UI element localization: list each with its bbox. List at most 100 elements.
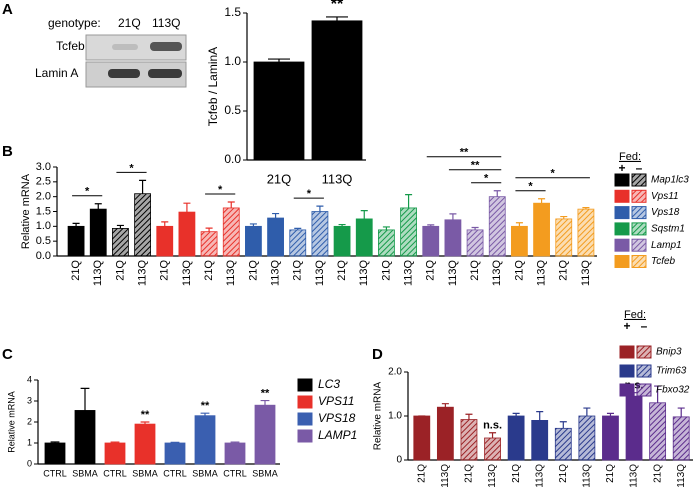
bar [89, 208, 107, 257]
panel: 0 1 2 3 4 Relative mRNA CTRL SBMA CTRL SBMA CTRL SB… [6, 374, 357, 478]
legend-swatch [297, 412, 313, 426]
bar [460, 419, 478, 461]
legend-label: LAMP1 [318, 428, 357, 442]
x-tick-label: 21Q [558, 260, 570, 281]
blot-lane: 113Q [152, 16, 180, 30]
significance-label: ** [261, 387, 270, 399]
y-axis-label: Relative mRNA [373, 382, 384, 451]
panel-label: B [2, 143, 13, 160]
error-bar [559, 421, 567, 429]
bar [267, 217, 284, 257]
legend-swatch [619, 364, 635, 378]
legend-label: Tcfeb [651, 256, 676, 267]
legend-label: Vps18 [651, 207, 680, 218]
bar [555, 218, 573, 257]
x-tick-label: 21Q [416, 464, 427, 483]
legend-column: – [641, 319, 648, 333]
legend-swatch [631, 173, 647, 187]
y-tick-label: 0 [27, 458, 32, 468]
legend-column: – [636, 161, 643, 175]
y-tick-label: 2.0 [388, 367, 402, 378]
y-tick-label: 1.0 [36, 220, 51, 232]
error-bar [582, 207, 590, 210]
error-bar [161, 221, 169, 227]
error-bar [493, 190, 501, 197]
bar [578, 415, 596, 461]
y-tick-label: 0.0 [36, 250, 51, 262]
significance-label: n.s. [483, 420, 502, 432]
error-bar [360, 210, 368, 219]
bar [194, 415, 216, 465]
error-bar [170, 441, 180, 443]
error-bar [316, 205, 324, 212]
legend-swatch [614, 255, 630, 268]
x-tick-label: 113Q [487, 464, 498, 488]
bar [245, 225, 262, 257]
panel-label: A [2, 1, 13, 18]
error-bar [583, 407, 591, 416]
bar [134, 193, 151, 257]
error-bar [560, 215, 568, 219]
legend-swatch [297, 378, 313, 392]
x-tick-label: 113Q [534, 464, 545, 488]
x-tick-label: SBMA [252, 468, 278, 478]
bar [333, 225, 351, 257]
significance-label: ** [471, 160, 480, 172]
legend-swatch [614, 206, 630, 220]
legend-label: Sqstm1 [651, 224, 685, 235]
x-tick-label: 113Q [580, 260, 592, 287]
bar [134, 423, 156, 465]
blot-row: Lamin A [35, 66, 78, 80]
x-tick-label: 113Q [314, 260, 326, 287]
legend-title: Fed: [619, 151, 641, 163]
x-tick-label: CTRL [163, 468, 187, 478]
x-tick-label: 113Q [92, 260, 104, 287]
error-bar [489, 432, 497, 438]
bar [484, 437, 501, 461]
x-tick-label: 113Q [629, 464, 640, 488]
bar [488, 196, 506, 257]
x-tick-label: 113Q [225, 260, 237, 287]
y-tick-label: 1 [27, 437, 32, 447]
significance-label: ** [460, 147, 469, 159]
blot-genotype-label: genotype: [48, 16, 101, 30]
bar [355, 218, 373, 257]
legend-column: + [618, 161, 625, 175]
x-tick-label: 21Q [159, 260, 171, 281]
significance-label: ** [141, 409, 150, 421]
error-bar [294, 227, 302, 230]
bar [311, 211, 329, 257]
error-bar [382, 226, 390, 230]
bar [511, 225, 528, 257]
error-bar [183, 202, 191, 213]
y-tick-label: 0.5 [224, 103, 241, 117]
legend-swatch [297, 429, 313, 443]
legend-swatch [631, 238, 647, 252]
legend-label: Fbxo32 [656, 385, 690, 396]
error-bar [538, 198, 546, 204]
error-bar [405, 193, 413, 208]
legend-swatch [614, 189, 630, 203]
legend-column: + [623, 319, 630, 333]
bar [413, 415, 431, 461]
legend-swatch [614, 222, 630, 236]
bar [104, 442, 126, 465]
x-tick-label: 21Q [292, 260, 304, 281]
x-tick-label: SBMA [192, 468, 218, 478]
bar [44, 442, 66, 465]
significance-label: * [218, 184, 223, 196]
bar [224, 442, 246, 465]
legend-label: VPS18 [318, 411, 356, 425]
x-tick-label: 21Q [605, 464, 616, 483]
bar [444, 219, 462, 257]
bar [436, 406, 454, 461]
x-tick-label: 113Q [358, 260, 370, 287]
blot-band [112, 44, 138, 50]
error-bar [272, 212, 280, 219]
legend-label: LC3 [318, 377, 340, 391]
y-tick-label: 2.0 [36, 191, 51, 203]
legend-swatch [631, 206, 647, 220]
error-bar [227, 201, 235, 208]
bar [466, 229, 484, 257]
